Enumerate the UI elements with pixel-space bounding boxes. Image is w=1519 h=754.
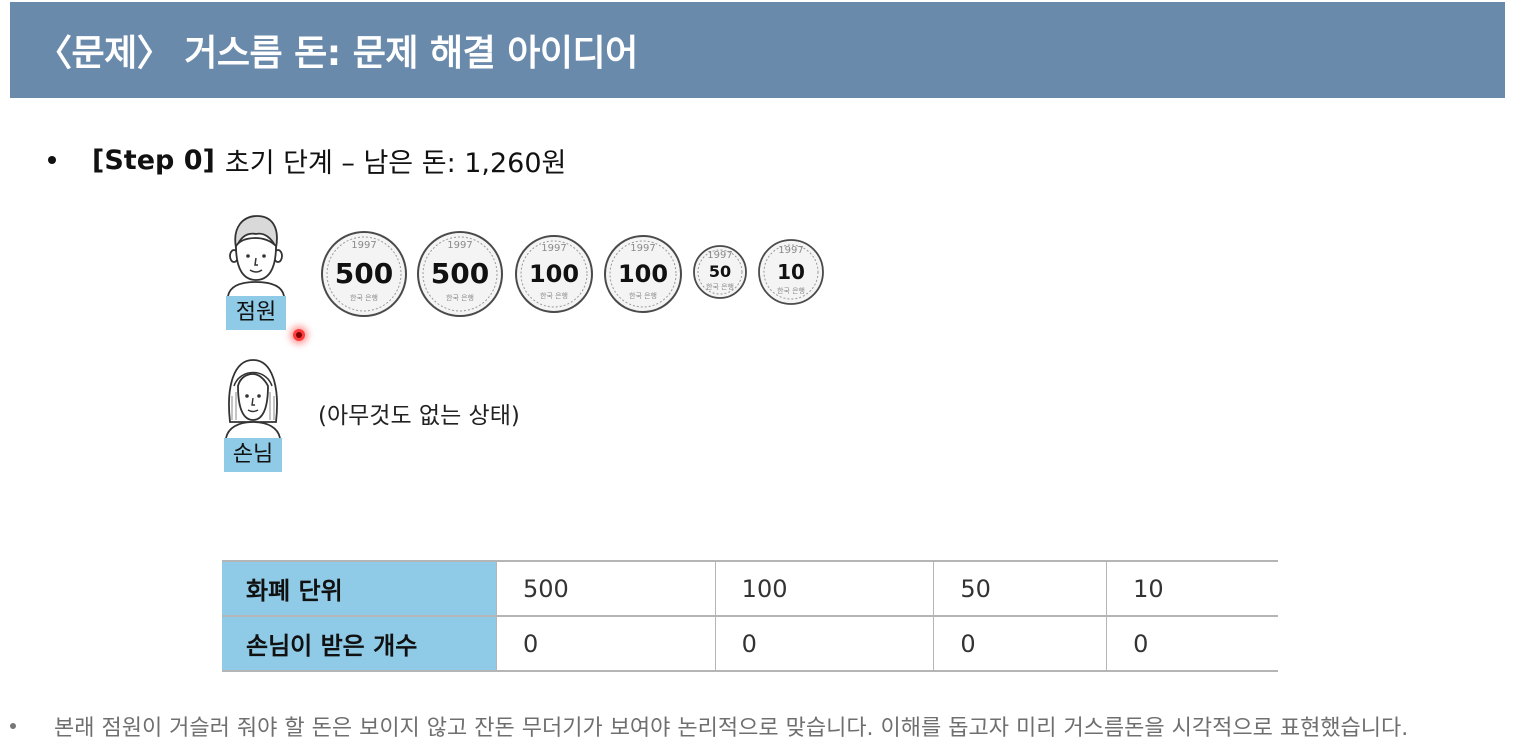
cursor-indicator	[293, 329, 305, 341]
title-bar: 〈문제〉 거스름 돈: 문제 해결 아이디어	[10, 2, 1505, 98]
svg-text:1997: 1997	[447, 240, 472, 251]
table-cell: 0	[714, 615, 934, 672]
svg-text:500: 500	[431, 257, 489, 290]
table-cell: 50	[933, 560, 1107, 617]
svg-text:50: 50	[709, 262, 731, 281]
step-label: [Step 0]	[92, 144, 215, 176]
table-cell: 0	[496, 615, 716, 672]
svg-text:한국 은행: 한국 은행	[777, 286, 805, 295]
svg-text:1997: 1997	[351, 240, 376, 251]
svg-text:100: 100	[618, 260, 668, 288]
bullet-icon	[48, 156, 56, 164]
svg-text:100: 100	[529, 260, 579, 288]
svg-text:10: 10	[777, 260, 805, 284]
table-cell: 500	[496, 560, 716, 617]
table-row: 손님이 받은 개수 0 0 0 0	[222, 615, 1278, 672]
table-row: 화폐 단위 500 100 50 10	[222, 560, 1278, 617]
customer-status: (아무것도 없는 상태)	[318, 403, 520, 429]
svg-text:한국 은행: 한국 은행	[706, 282, 734, 291]
svg-text:한국 은행: 한국 은행	[540, 291, 568, 300]
row-header: 화폐 단위	[222, 560, 497, 617]
coin-icon: 1997 100 한국 은행	[514, 234, 594, 314]
svg-text:1997: 1997	[541, 243, 566, 254]
coin-icon: 1997 100 한국 은행	[603, 234, 683, 314]
svg-text:1997: 1997	[778, 245, 803, 256]
coin-icon: 1997 10 한국 은행	[757, 238, 825, 306]
clerk-label: 점원	[226, 296, 286, 330]
page-title: 〈문제〉 거스름 돈: 문제 해결 아이디어	[36, 33, 638, 74]
customer-avatar-icon	[222, 356, 284, 438]
svg-text:500: 500	[335, 257, 393, 290]
row-header: 손님이 받은 개수	[222, 615, 497, 672]
table-cell: 0	[933, 615, 1107, 672]
svg-text:1997: 1997	[630, 243, 655, 254]
bullet-icon	[10, 723, 16, 729]
svg-text:한국 은행: 한국 은행	[350, 293, 378, 302]
coin-icon: 1997 500 한국 은행	[320, 230, 408, 318]
footnote-text: 본래 점원이 거슬러 줘야 할 돈은 보이지 않고 잔돈 무더기가 보여야 논리…	[54, 716, 1409, 741]
svg-text:한국 은행: 한국 은행	[446, 293, 474, 302]
coin-icon: 1997 500 한국 은행	[416, 230, 504, 318]
step-line: [Step 0] 초기 단계 – 남은 돈: 1,260원	[48, 140, 566, 180]
table-cell: 10	[1106, 560, 1278, 617]
table-cell: 100	[714, 560, 934, 617]
coin-icon: 1997 50 한국 은행	[692, 244, 748, 300]
svg-text:1997: 1997	[707, 250, 732, 261]
footnote: 본래 점원이 거슬러 줘야 할 돈은 보이지 않고 잔돈 무더기가 보여야 논리…	[10, 710, 1408, 742]
table-cell: 0	[1106, 615, 1278, 672]
clerk-avatar-icon	[222, 212, 290, 296]
customer-label: 손님	[224, 438, 282, 472]
coin-count-table: 화폐 단위 500 100 50 10 손님이 받은 개수 0 0 0 0	[222, 560, 1278, 672]
svg-text:한국 은행: 한국 은행	[629, 291, 657, 300]
step-text: 초기 단계 – 남은 돈: 1,260원	[224, 147, 567, 179]
